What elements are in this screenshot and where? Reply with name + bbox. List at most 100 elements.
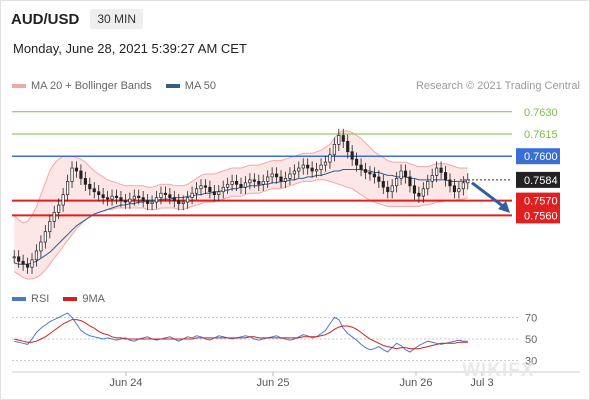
candle-body	[181, 201, 185, 204]
candle-body	[141, 197, 145, 201]
candle-body	[457, 188, 461, 193]
candle-body	[221, 186, 225, 193]
candle-body	[319, 164, 323, 170]
candle-body	[234, 181, 239, 185]
legend-ma50: MA 50	[165, 80, 216, 92]
candle-body	[154, 197, 159, 203]
legend-9ma: 9MA	[63, 293, 105, 305]
candle-body	[368, 172, 372, 175]
candle-body	[359, 164, 363, 170]
candle-body	[61, 194, 65, 206]
candle-body	[297, 167, 301, 172]
rsi-tick-30: 30	[525, 356, 537, 368]
candle-body	[430, 175, 434, 182]
candle-body	[292, 170, 296, 175]
rsi-swatch	[12, 297, 26, 301]
legend-bollinger-label: MA 20 + Bollinger Bands	[31, 80, 152, 92]
legend-bollinger: MA 20 + Bollinger Bands	[12, 80, 152, 92]
legend-rsi-label: RSI	[31, 293, 50, 305]
candle-body	[390, 185, 394, 193]
forecast-arrow-shaft	[471, 181, 505, 209]
candle-body	[110, 195, 114, 200]
bollinger-swatch	[12, 84, 26, 88]
level-badge-0.7600	[516, 148, 560, 165]
candle-body	[43, 231, 47, 243]
candle-body	[243, 182, 248, 188]
candle-body	[88, 183, 92, 190]
bollinger-band-fill	[14, 131, 468, 279]
x-tick-label-2: Jun 26	[399, 377, 432, 389]
level-label-0.7630: 0.7630	[524, 107, 558, 119]
legend-rsi: RSI	[12, 293, 49, 305]
level-badge-0.7570	[516, 192, 560, 209]
level-label-0.7560: 0.7560	[524, 210, 558, 222]
ma9-swatch	[63, 297, 78, 301]
candle-body	[57, 204, 61, 213]
candle-body	[101, 194, 105, 198]
bollinger-upper-line	[13, 130, 468, 224]
candle-body	[323, 161, 328, 166]
candle-body	[79, 170, 83, 179]
candle-body	[279, 176, 283, 182]
candle-body	[17, 256, 21, 262]
candle-body	[332, 144, 336, 156]
timeframe-badge[interactable]: 30 MIN	[90, 9, 144, 29]
candle-body	[399, 170, 403, 179]
candle-body	[443, 172, 448, 181]
chart-header: AUD/USD 30 MIN	[11, 8, 144, 30]
credit-text: Research © 2021 Trading Central	[415, 80, 580, 92]
candle-body	[34, 250, 39, 261]
rsi-tick-70: 70	[525, 312, 537, 324]
candle-body	[363, 169, 368, 173]
legend-ma50-label: MA 50	[184, 80, 216, 92]
candle-body	[377, 176, 381, 182]
rsi-legend: RSI 9MA	[12, 293, 119, 305]
watermark-logo: WIKIFX	[462, 360, 535, 381]
candle-body	[266, 176, 270, 182]
candle-body	[466, 179, 470, 184]
candle-body	[239, 183, 243, 188]
candle-body	[439, 167, 443, 173]
candle-body	[226, 183, 230, 188]
candle-body	[128, 198, 132, 203]
candle-body	[203, 185, 208, 188]
candle-body	[199, 185, 203, 190]
candle-body	[252, 179, 256, 182]
candle-body	[306, 164, 310, 169]
candle-body	[350, 151, 354, 160]
candle-body	[114, 195, 119, 198]
candle-body	[208, 186, 212, 193]
candle-body	[146, 200, 150, 204]
candle-body	[421, 188, 425, 197]
legend-9ma-label: 9MA	[82, 293, 105, 305]
candle-body	[190, 192, 194, 198]
candle-body	[132, 195, 136, 200]
candle-body	[217, 191, 221, 196]
forecast-arrow-head	[498, 200, 510, 213]
candle-body	[150, 201, 154, 204]
candle-body	[403, 170, 408, 178]
x-tick-label-0: Jun 24	[109, 377, 142, 389]
candle-body	[48, 220, 52, 233]
candle-body	[168, 194, 172, 198]
rsi-series-RSI	[14, 312, 468, 353]
candle-body	[119, 197, 123, 201]
candle-body	[310, 167, 314, 172]
candle-body	[315, 169, 319, 172]
candle-body	[301, 164, 305, 169]
candle-body	[186, 197, 190, 203]
rsi-tick-50: 50	[525, 334, 537, 346]
price-legend: MA 20 + Bollinger Bands MA 50	[12, 80, 230, 92]
candle-body	[66, 181, 70, 196]
candle-body	[106, 197, 110, 200]
candle-body	[39, 241, 43, 252]
candle-body	[230, 181, 234, 185]
candle-body	[261, 181, 265, 185]
ma50-swatch	[165, 84, 180, 88]
candle-body	[163, 192, 167, 196]
candle-body	[448, 179, 452, 187]
candle-body	[52, 212, 56, 222]
candle-body	[275, 173, 279, 178]
candle-body	[328, 154, 332, 163]
